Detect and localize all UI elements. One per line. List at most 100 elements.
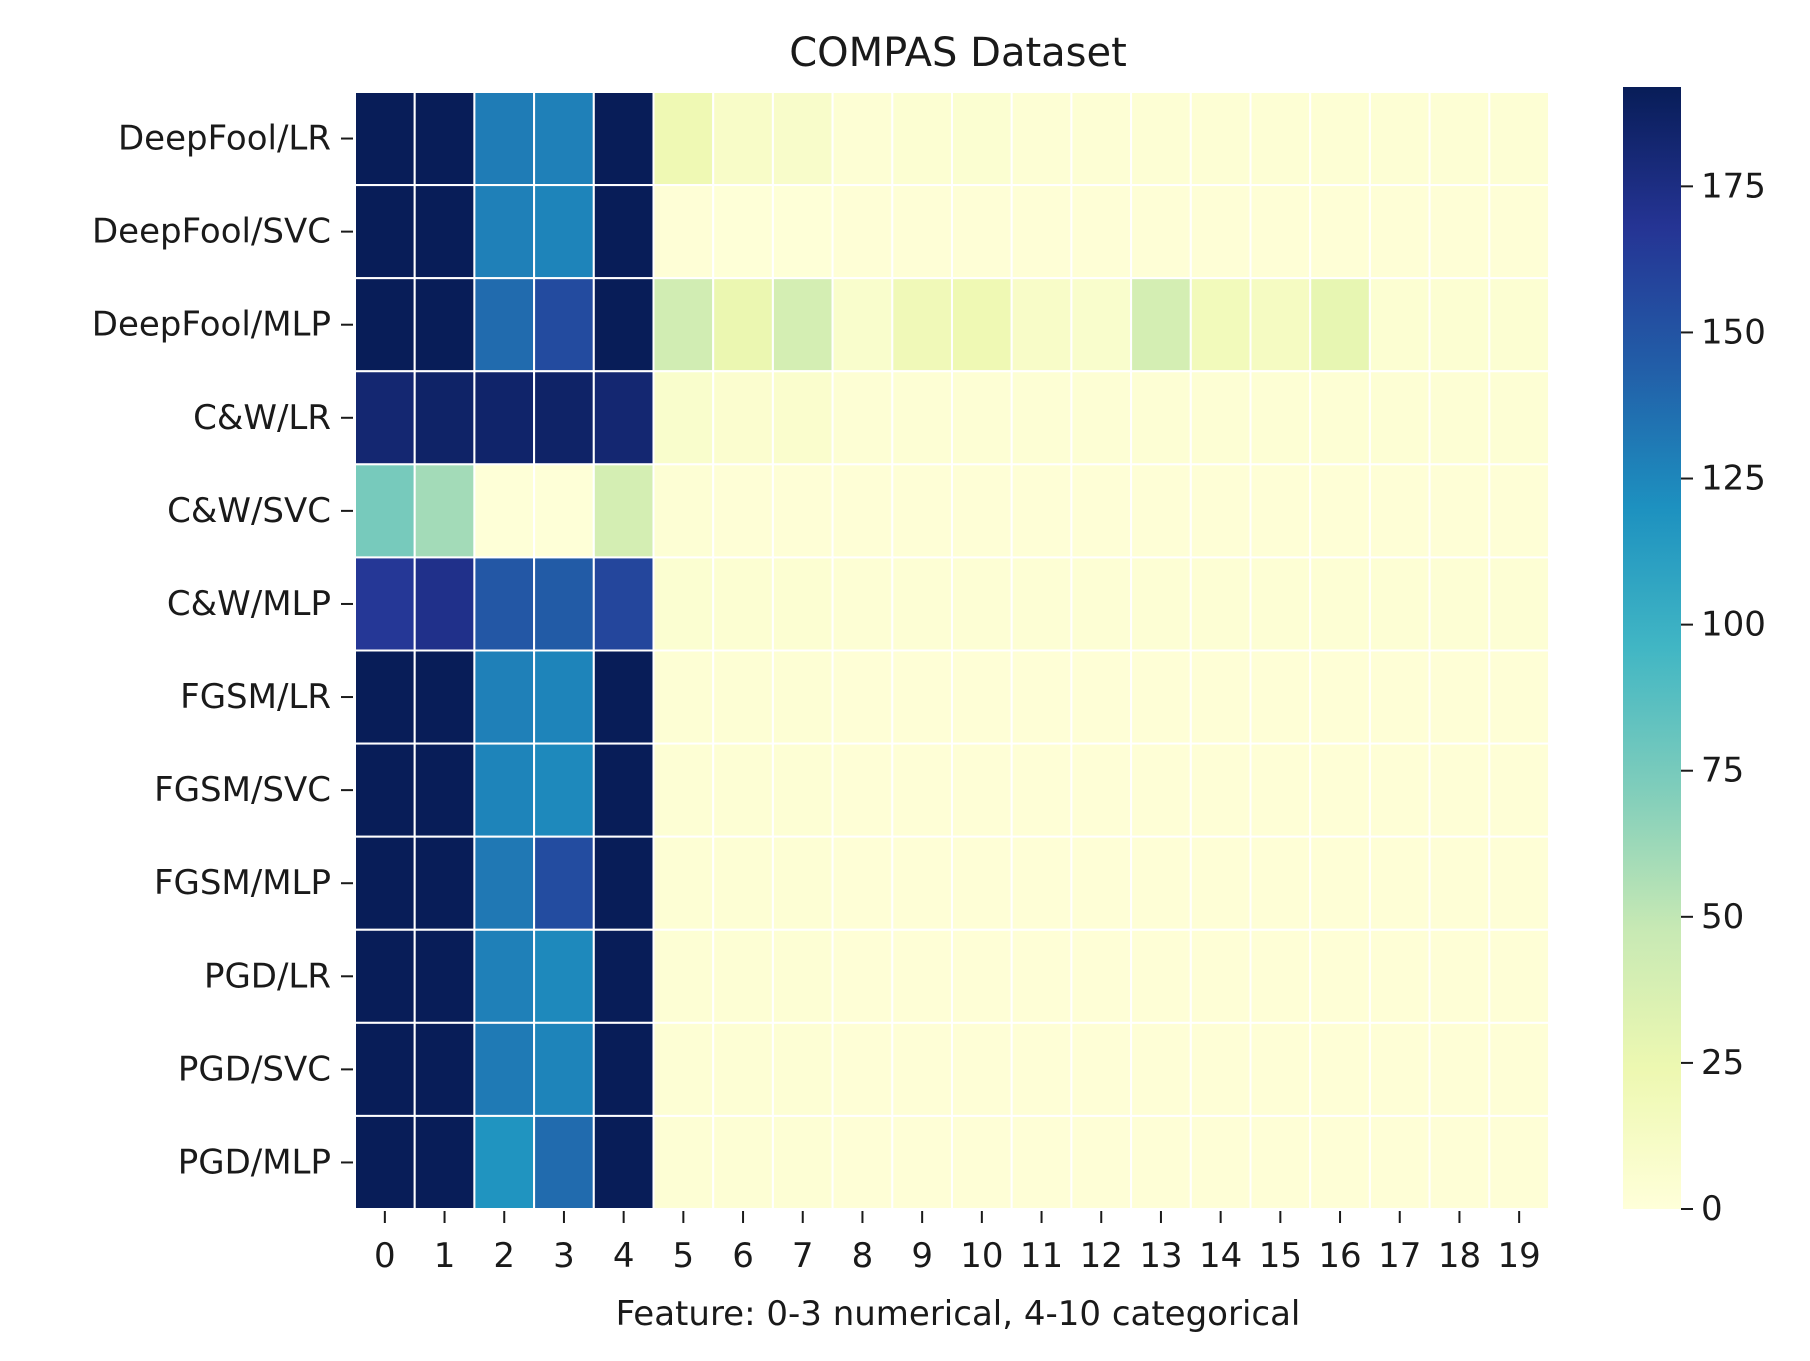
heatmap-cell <box>951 184 1013 280</box>
heatmap-cell <box>533 1021 595 1117</box>
heatmap-cell <box>1428 649 1491 745</box>
heatmap-cell <box>1309 370 1371 466</box>
x-tick-label: 19 <box>1498 1236 1541 1276</box>
heatmap-cell <box>891 463 953 559</box>
y-tick-label: DeepFool/LR <box>118 119 331 159</box>
heatmap-cell <box>712 184 774 280</box>
heatmap-cell <box>1010 649 1073 745</box>
heatmap-cell <box>771 556 834 652</box>
heatmap-cell <box>652 1114 715 1210</box>
heatmap-cell <box>891 835 953 931</box>
x-tick-label: 18 <box>1438 1236 1481 1276</box>
heatmap-cell <box>1010 91 1073 187</box>
heatmap-cell <box>1010 463 1073 559</box>
heatmap-cell <box>1189 277 1252 373</box>
heatmap-cell <box>831 277 894 373</box>
heatmap-cell <box>652 91 715 187</box>
heatmap-cell <box>712 277 774 373</box>
heatmap-cell <box>951 91 1013 187</box>
heatmap-cell <box>1130 184 1192 280</box>
heatmap-cell <box>1428 556 1491 652</box>
heatmap-cell <box>473 928 536 1024</box>
x-tick-label: 12 <box>1080 1236 1123 1276</box>
heatmap-cell <box>1130 1021 1192 1117</box>
heatmap-cell <box>1189 928 1252 1024</box>
heatmap-cell <box>1488 556 1551 652</box>
heatmap-cell <box>1249 649 1312 745</box>
colorbar-tick-label: 125 <box>1701 459 1766 499</box>
heatmap-cell <box>592 556 655 652</box>
heatmap-cell <box>1309 742 1371 838</box>
heatmap-cell <box>1368 277 1431 373</box>
heatmap-cell <box>1309 556 1371 652</box>
x-axis-label: Feature: 0-3 numerical, 4-10 categorical <box>616 1294 1301 1334</box>
heatmap-cell <box>1428 1114 1491 1210</box>
chart-title: COMPAS Dataset <box>789 30 1127 76</box>
x-tick-label: 7 <box>792 1236 814 1276</box>
heatmap-cell <box>1488 184 1551 280</box>
x-tick-label: 16 <box>1318 1236 1361 1276</box>
heatmap-cell <box>1368 91 1431 187</box>
heatmap-cell <box>1309 463 1371 559</box>
x-tick-label: 13 <box>1139 1236 1182 1276</box>
colorbar-tick-label: 75 <box>1701 751 1744 791</box>
heatmap-cell <box>1130 556 1192 652</box>
heatmap-cell <box>473 184 536 280</box>
heatmap-cell <box>533 742 595 838</box>
heatmap-cell <box>951 835 1013 931</box>
heatmap-cell <box>771 835 834 931</box>
heatmap-cell <box>354 1021 416 1117</box>
heatmap-cell <box>1488 928 1551 1024</box>
heatmap-cell <box>652 928 715 1024</box>
heatmap-cell <box>831 928 894 1024</box>
heatmap-cell <box>354 370 416 466</box>
heatmap-cell <box>473 835 536 931</box>
heatmap-cell <box>1309 1021 1371 1117</box>
heatmap-cell <box>1428 742 1491 838</box>
heatmap-cell <box>891 649 953 745</box>
heatmap-cell <box>652 742 715 838</box>
heatmap-cell <box>951 463 1013 559</box>
heatmap-cell <box>1010 1114 1073 1210</box>
heatmap-cell <box>1010 742 1073 838</box>
heatmap-cell <box>951 370 1013 466</box>
x-tick-label: 9 <box>911 1236 933 1276</box>
heatmap-cell <box>1488 277 1551 373</box>
y-tick-label: FGSM/SVC <box>154 770 331 810</box>
heatmap-cell <box>533 928 595 1024</box>
y-tick-label: C&W/SVC <box>167 491 331 531</box>
heatmap-cell <box>1428 928 1491 1024</box>
heatmap-cell <box>1249 928 1312 1024</box>
heatmap-cell <box>1189 463 1252 559</box>
heatmap-cell <box>533 370 595 466</box>
heatmap-cell <box>413 556 476 652</box>
x-tick-label: 1 <box>434 1236 456 1276</box>
heatmap-cell <box>1368 184 1431 280</box>
heatmap-cell <box>712 1114 774 1210</box>
heatmap-cell <box>1070 277 1133 373</box>
y-tick-label: C&W/MLP <box>167 584 331 624</box>
heatmap-cell <box>831 91 894 187</box>
heatmap-cell <box>1428 370 1491 466</box>
heatmap-cell <box>533 184 595 280</box>
heatmap-cell <box>1189 91 1252 187</box>
heatmap-cell <box>712 649 774 745</box>
heatmap-cell <box>473 649 536 745</box>
heatmap-cell <box>1189 742 1252 838</box>
heatmap-cell <box>1189 370 1252 466</box>
heatmap-cell <box>771 370 834 466</box>
x-tick-label: 10 <box>960 1236 1003 1276</box>
heatmap-cell <box>771 277 834 373</box>
heatmap-cell <box>771 91 834 187</box>
heatmap-cell <box>592 370 655 466</box>
heatmap-cell <box>1010 835 1073 931</box>
heatmap-cell <box>712 742 774 838</box>
heatmap-cell <box>652 556 715 652</box>
heatmap-cell <box>1488 91 1551 187</box>
heatmap-cell <box>831 1021 894 1117</box>
heatmap-cell <box>1130 742 1192 838</box>
heatmap-cell <box>771 928 834 1024</box>
heatmap-cell <box>1368 556 1431 652</box>
heatmap-cell <box>1309 91 1371 187</box>
